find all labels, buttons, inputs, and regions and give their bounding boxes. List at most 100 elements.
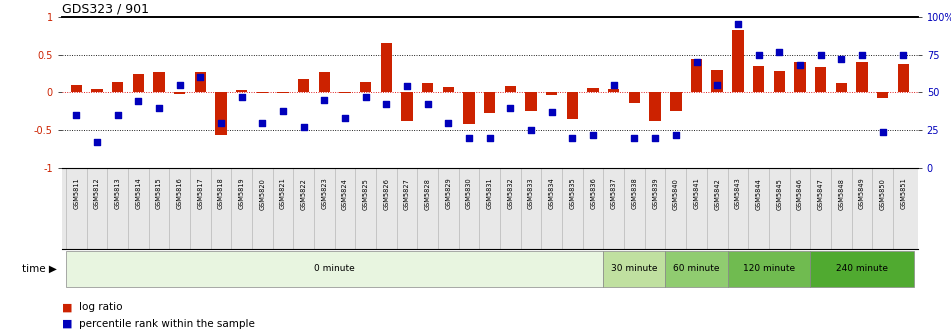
Text: GSM5829: GSM5829 [445, 178, 452, 209]
Point [751, 52, 767, 57]
Point [151, 105, 166, 110]
Text: 120 minute: 120 minute [743, 264, 795, 273]
Bar [650, 92, 661, 121]
Bar [753, 66, 765, 92]
Text: GSM5838: GSM5838 [631, 178, 637, 209]
Text: GSM5827: GSM5827 [404, 178, 410, 210]
Text: GSM5848: GSM5848 [838, 178, 844, 210]
Point [854, 52, 869, 57]
Point [234, 94, 249, 100]
Text: GSM5840: GSM5840 [672, 178, 679, 210]
Bar [567, 92, 578, 119]
Text: GSM5844: GSM5844 [755, 178, 762, 210]
Text: GSM5845: GSM5845 [776, 178, 783, 210]
Bar [588, 88, 599, 92]
Bar [670, 92, 682, 111]
Bar [257, 92, 268, 93]
Point [359, 94, 374, 100]
Point [338, 116, 353, 121]
Text: GSM5821: GSM5821 [280, 178, 286, 209]
Bar [380, 43, 392, 92]
Bar [690, 59, 702, 92]
Point [193, 75, 208, 80]
FancyBboxPatch shape [728, 251, 810, 287]
Point [565, 135, 580, 140]
Text: 30 minute: 30 minute [611, 264, 658, 273]
Bar [70, 85, 82, 92]
Text: ■: ■ [62, 302, 72, 312]
Bar [174, 92, 185, 94]
Point [68, 112, 84, 118]
Point [482, 135, 497, 140]
Text: 0 minute: 0 minute [315, 264, 355, 273]
Point [523, 127, 538, 133]
Text: GSM5812: GSM5812 [94, 178, 100, 209]
Text: GSM5822: GSM5822 [301, 178, 307, 210]
Point [792, 62, 807, 68]
Point [172, 82, 187, 88]
Point [730, 22, 746, 27]
Text: GSM5836: GSM5836 [591, 178, 596, 209]
Bar [443, 87, 454, 92]
Text: 60 minute: 60 minute [673, 264, 720, 273]
Point [296, 124, 311, 130]
Point [276, 108, 291, 113]
Bar [195, 72, 206, 92]
Point [317, 97, 332, 103]
Bar [505, 86, 516, 92]
Point [255, 120, 270, 125]
Bar [629, 92, 640, 103]
Text: GSM5815: GSM5815 [156, 178, 162, 209]
Bar [546, 92, 557, 95]
Bar [732, 30, 744, 92]
Point [503, 105, 518, 110]
Text: GSM5833: GSM5833 [528, 178, 534, 209]
Text: GSM5841: GSM5841 [693, 178, 700, 209]
Bar [463, 92, 475, 124]
Point [461, 135, 476, 140]
FancyBboxPatch shape [666, 251, 728, 287]
Text: GSM5826: GSM5826 [383, 178, 389, 210]
Text: GSM5850: GSM5850 [880, 178, 885, 210]
Bar [815, 68, 826, 92]
Bar [422, 83, 434, 92]
Point [586, 132, 601, 137]
Point [89, 140, 105, 145]
Point [771, 49, 786, 54]
Bar [236, 90, 247, 92]
Point [378, 102, 394, 107]
Text: GSM5820: GSM5820 [260, 178, 265, 210]
Bar [898, 64, 909, 92]
Bar [91, 89, 103, 92]
Text: ■: ■ [62, 319, 72, 329]
Point [420, 102, 436, 107]
Bar [278, 92, 289, 93]
Text: GSM5813: GSM5813 [115, 178, 121, 209]
Text: GSM5831: GSM5831 [487, 178, 493, 209]
Bar [773, 71, 785, 92]
Text: log ratio: log ratio [79, 302, 123, 312]
Point [627, 135, 642, 140]
Bar [608, 89, 619, 92]
Text: GSM5825: GSM5825 [362, 178, 369, 210]
Text: GSM5816: GSM5816 [177, 178, 183, 209]
Bar [298, 79, 309, 92]
Bar [153, 72, 165, 92]
Point [130, 99, 146, 104]
Point [606, 82, 621, 88]
Text: GSM5817: GSM5817 [197, 178, 204, 209]
Bar [877, 92, 888, 98]
Bar [360, 82, 372, 92]
FancyBboxPatch shape [810, 251, 914, 287]
Point [544, 110, 559, 115]
Bar [215, 92, 226, 135]
Bar [319, 72, 330, 92]
Bar [836, 83, 847, 92]
Bar [856, 62, 867, 92]
Text: GSM5814: GSM5814 [135, 178, 142, 209]
Text: GSM5830: GSM5830 [466, 178, 472, 209]
Text: GSM5819: GSM5819 [239, 178, 244, 209]
Point [896, 52, 911, 57]
Bar [401, 92, 413, 121]
Text: GSM5846: GSM5846 [797, 178, 803, 210]
